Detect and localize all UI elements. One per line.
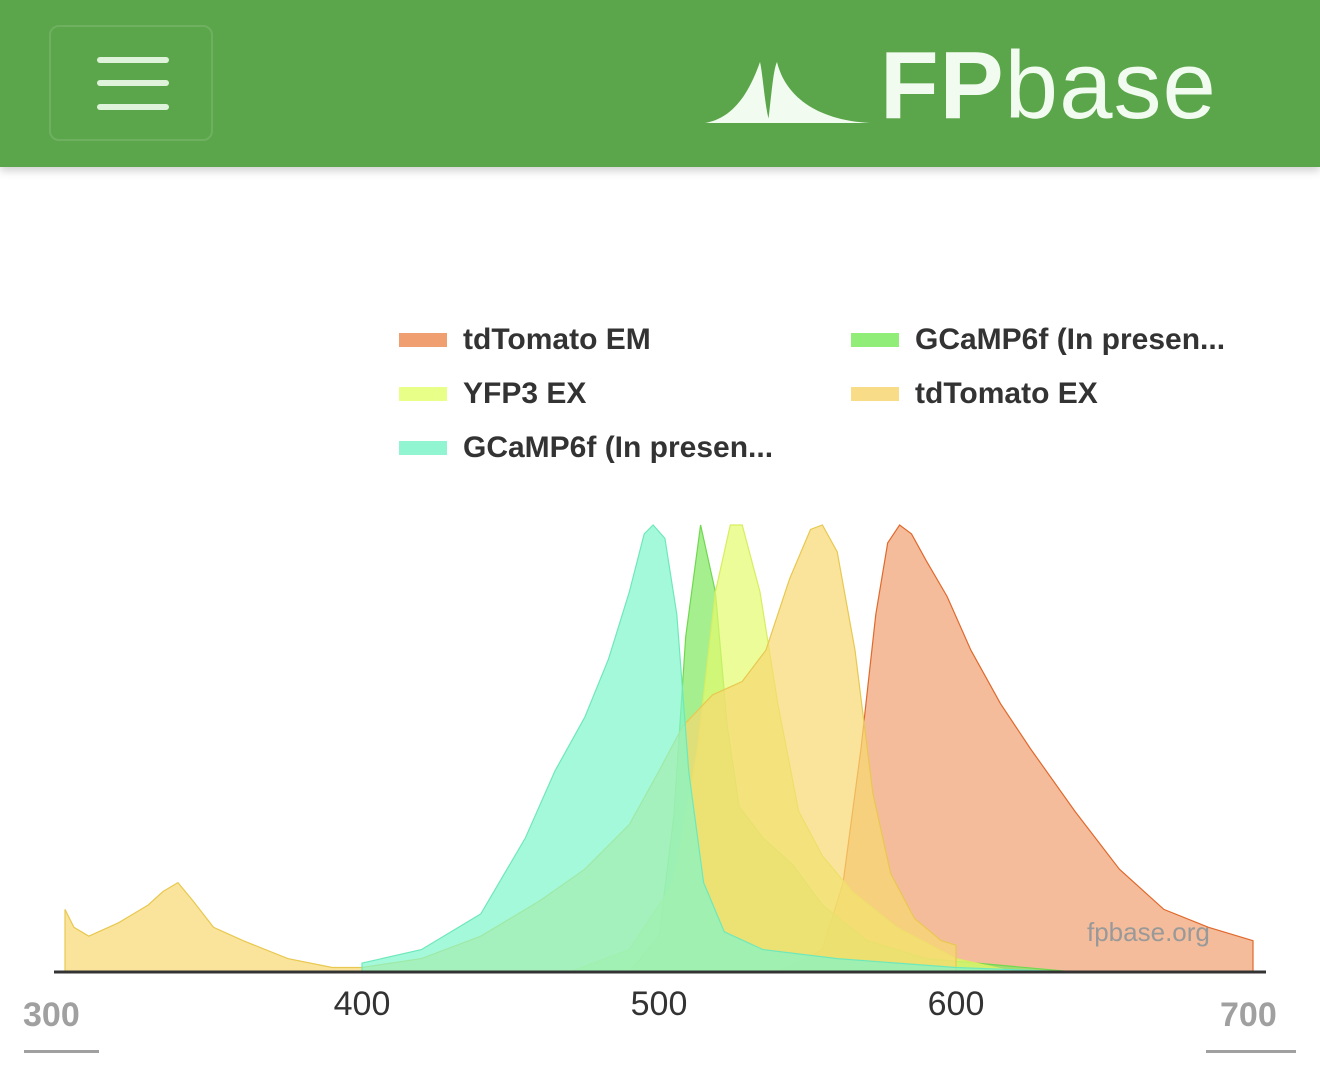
brand-logo[interactable]: FPbase (880, 32, 1217, 139)
menu-toggle-button[interactable] (49, 25, 213, 141)
hamburger-icon (97, 104, 169, 110)
spectrum-gcamp6f-in-presen-[interactable] (361, 524, 1075, 973)
legend-item[interactable]: GCaMP6f (In presen... (399, 431, 773, 465)
watermark: fpbase.org (1087, 917, 1210, 947)
legend-label: GCaMP6f (In presen... (463, 431, 774, 464)
range-max-input[interactable]: 700 (1220, 996, 1277, 1034)
legend-item[interactable]: YFP3 EX (399, 377, 586, 411)
legend-swatch (399, 333, 447, 347)
legend-item[interactable]: GCaMP6f (In presen... (851, 323, 1225, 357)
range-max-underline (1206, 1050, 1296, 1053)
legend-item[interactable]: tdTomato EX (851, 377, 1098, 411)
legend-swatch (851, 387, 899, 401)
legend-label: tdTomato EX (915, 377, 1098, 410)
range-min-input[interactable]: 300 (23, 996, 80, 1034)
navbar: FPbase (0, 0, 1320, 167)
x-tick-label: 400 (333, 985, 391, 1023)
legend-item[interactable]: tdTomato EM (399, 323, 651, 357)
range-min-underline (24, 1050, 99, 1053)
x-tick-label: 500 (630, 985, 688, 1023)
legend-swatch (851, 333, 899, 347)
legend-swatch (399, 441, 447, 455)
hamburger-icon (97, 80, 169, 86)
legend-label: GCaMP6f (In presen... (915, 323, 1226, 356)
hamburger-icon (97, 57, 169, 63)
logo-icon[interactable] (705, 40, 875, 125)
legend-label: YFP3 EX (463, 377, 587, 410)
legend-label: tdTomato EM (463, 323, 651, 356)
legend-swatch (399, 387, 447, 401)
x-tick-label: 600 (927, 985, 985, 1023)
